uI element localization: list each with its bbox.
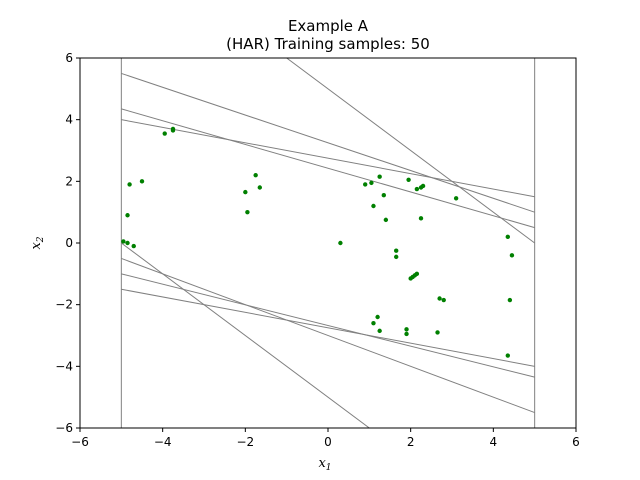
data-point <box>404 327 409 332</box>
plot-area <box>120 58 536 428</box>
data-point <box>121 239 126 244</box>
y-tick-label: −6 <box>55 421 73 435</box>
x-axis-ticks: −6 −4 −2 0 2 4 6 <box>71 428 580 449</box>
data-point <box>371 320 376 326</box>
data-point <box>125 240 130 246</box>
chart-title: Example A <box>288 17 369 35</box>
data-point <box>394 248 399 253</box>
data-point <box>375 314 380 320</box>
data-point <box>408 276 413 281</box>
data-point <box>420 183 426 189</box>
data-point <box>406 177 411 182</box>
data-points <box>121 126 515 358</box>
constraint-line <box>121 257 535 414</box>
data-point <box>441 297 446 303</box>
data-point <box>404 331 409 337</box>
data-point <box>243 189 248 195</box>
data-point <box>253 172 258 178</box>
chart-subtitle: (HAR) Training samples: 50 <box>226 35 430 53</box>
data-point <box>509 253 515 258</box>
data-point <box>170 128 176 133</box>
constraint-line <box>286 58 535 244</box>
data-point <box>363 182 368 187</box>
y-tick-label: 6 <box>65 51 73 65</box>
x-tick-label: −2 <box>236 435 254 449</box>
data-point <box>127 182 132 187</box>
data-point <box>377 328 382 334</box>
data-point <box>394 254 399 260</box>
y-tick-label: 2 <box>65 174 73 188</box>
data-point <box>414 186 420 192</box>
constraint-lines <box>120 58 536 428</box>
data-point <box>139 179 145 184</box>
constraint-line <box>121 273 535 378</box>
data-point <box>371 203 376 209</box>
data-point <box>381 193 386 198</box>
y-tick-label: 0 <box>65 236 73 250</box>
data-point <box>125 213 130 218</box>
x-tick-label: 4 <box>490 435 498 449</box>
constraint-line <box>121 72 535 213</box>
data-point <box>131 243 136 249</box>
data-point <box>383 217 389 223</box>
x-tick-label: 0 <box>324 435 332 449</box>
data-point <box>377 174 382 179</box>
constraint-line <box>121 119 535 198</box>
data-point <box>257 185 262 190</box>
data-point <box>338 240 343 246</box>
data-point <box>453 196 459 201</box>
x-tick-label: −4 <box>154 435 172 449</box>
x-tick-label: 6 <box>572 435 580 449</box>
y-axis-label: x2 <box>29 236 46 249</box>
y-tick-label: −4 <box>55 359 73 373</box>
data-point <box>369 180 374 186</box>
data-point <box>418 216 424 221</box>
constraint-line <box>121 288 535 367</box>
data-point <box>505 234 510 240</box>
data-point <box>245 209 250 215</box>
y-axis-ticks: −6 −4 −2 0 2 4 6 <box>55 51 80 435</box>
y-tick-label: −2 <box>55 298 73 312</box>
data-point <box>437 296 442 301</box>
data-point <box>507 297 513 303</box>
x-tick-label: 2 <box>407 435 415 449</box>
data-point <box>505 353 510 358</box>
data-point <box>435 330 440 335</box>
data-point <box>162 131 167 136</box>
x-axis-label: x1 <box>318 456 331 473</box>
constraint-line <box>121 242 370 428</box>
constraint-line <box>121 108 535 229</box>
x-tick-label: −6 <box>71 435 89 449</box>
y-tick-label: 4 <box>65 113 73 127</box>
